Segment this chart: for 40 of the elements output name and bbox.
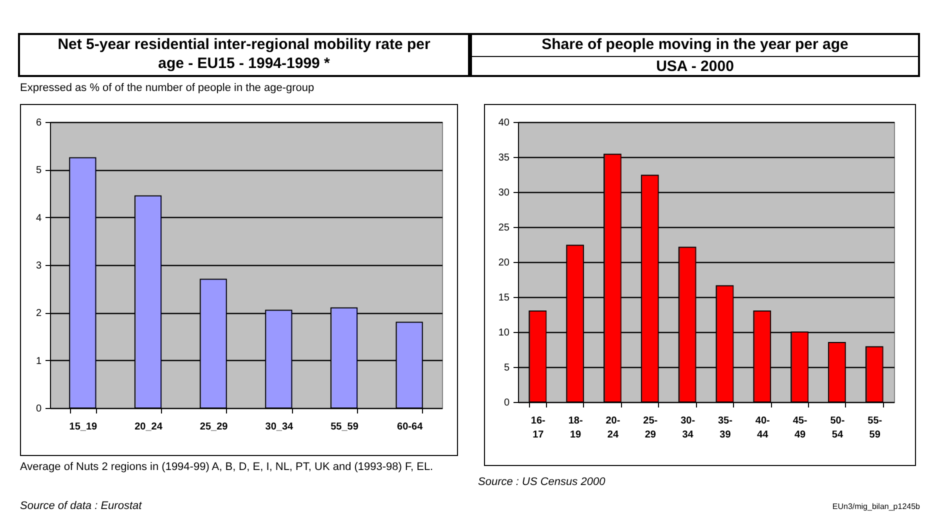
y-tick-label: 0 — [504, 398, 510, 408]
x-tick-label: 15_19 — [69, 422, 98, 432]
x-tick-label: 20-24 — [606, 416, 620, 440]
chart-subtitle: USA - 2000 — [470, 56, 920, 77]
y-tick-label: 30 — [498, 188, 510, 198]
x-tick-label: 25_29 — [200, 422, 228, 432]
x-tick-label: 55-59 — [868, 416, 882, 440]
y-tick-label: 15 — [498, 292, 510, 304]
y-tick-label: 35 — [498, 152, 510, 164]
x-tick-label: 18-19 — [568, 416, 583, 440]
y-tick-label: 4 — [36, 212, 42, 224]
y-tick-label: 5 — [36, 165, 42, 176]
x-tick-label: 25-29 — [643, 416, 658, 440]
chart-subtitle: Expressed as % of of the number of people in the age-group — [20, 81, 316, 96]
x-tick-label: 45-49 — [792, 416, 808, 440]
x-tick-label: 20_24 — [134, 422, 163, 432]
y-tick-label: 0 — [36, 404, 42, 414]
text: Average of Nuts 2 regions in (1994-99) A, B, D, E, I, NL, PT, UK and (1993-98) F, EL. — [20, 460, 434, 475]
chart-title: Share of people moving in the year per age — [540, 35, 850, 54]
x-tick-label: 30_34 — [265, 422, 294, 432]
source-note: Source of data : Eurostat — [20, 499, 143, 514]
y-tick-label: 40 — [498, 118, 510, 128]
y-tick-label: 2 — [36, 308, 42, 320]
x-tick-label: 35-39 — [718, 416, 732, 440]
x-tick-label: 50-54 — [830, 416, 845, 440]
y-tick-label: 20 — [498, 258, 510, 268]
text: EUn3/mig_bilan_p1245b — [831, 501, 920, 513]
source-note: Source : US Census 2000 — [478, 475, 606, 490]
y-tick-label: 3 — [36, 260, 42, 272]
y-tick-label: 25 — [498, 222, 510, 234]
chart-title: Net 5-year residential inter-regional mobility rate per age - EU15 - 1994-1999 * — [56, 35, 432, 73]
y-tick-label: 6 — [36, 118, 42, 128]
y-tick-label: 1 — [36, 356, 42, 367]
y-tick-label: 5 — [504, 362, 510, 374]
x-tick-label: 60-64 — [397, 422, 424, 432]
x-tick-label: 16-17 — [530, 416, 546, 440]
y-tick-label: 10 — [498, 328, 510, 338]
x-tick-label: 55_59 — [330, 422, 359, 432]
x-tick-label: 40-44 — [755, 416, 770, 440]
x-tick-label: 30-34 — [680, 416, 696, 440]
